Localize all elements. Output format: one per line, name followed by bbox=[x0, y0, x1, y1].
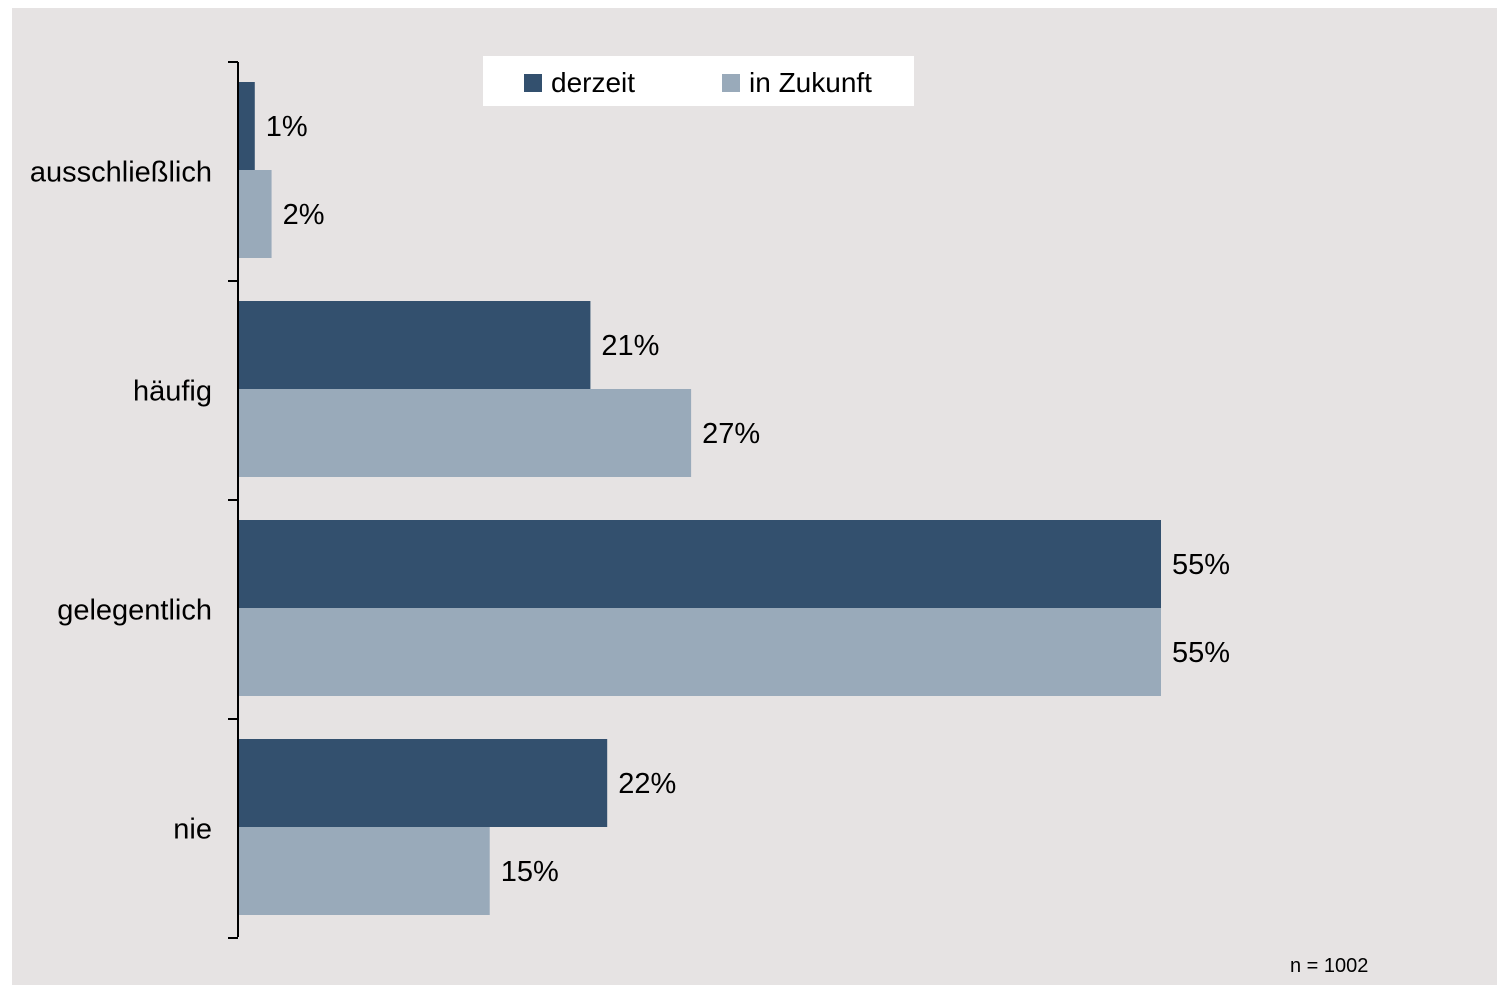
data-label-derzeit-nie: 22% bbox=[618, 768, 676, 800]
data-label-derzeit-haeufig: 21% bbox=[601, 330, 659, 362]
bar-in-zukunft-haeufig bbox=[238, 389, 692, 477]
y-axis bbox=[228, 61, 239, 939]
data-label-in-zukunft-gelegentlich: 55% bbox=[1172, 637, 1230, 669]
bars-layer bbox=[238, 82, 1161, 915]
chart-background bbox=[12, 8, 1497, 985]
category-label-nie: nie bbox=[173, 814, 212, 846]
legend: derzeit in Zukunft bbox=[483, 56, 914, 106]
data-label-in-zukunft-nie: 15% bbox=[501, 856, 559, 888]
category-label-gelegentlich: gelegentlich bbox=[57, 595, 212, 627]
data-label-derzeit-ausschliesslich: 1% bbox=[266, 111, 308, 143]
legend-label-derzeit: derzeit bbox=[551, 67, 635, 98]
category-labels: ausschließlich häufig gelegentlich nie bbox=[30, 157, 212, 846]
category-label-ausschliesslich: ausschließlich bbox=[30, 157, 212, 189]
data-label-derzeit-gelegentlich: 55% bbox=[1172, 549, 1230, 581]
data-label-in-zukunft-haeufig: 27% bbox=[702, 418, 760, 450]
bar-in-zukunft-ausschliesslich bbox=[238, 170, 272, 258]
bar-derzeit-ausschliesslich bbox=[238, 82, 255, 170]
bar-derzeit-nie bbox=[238, 739, 608, 827]
bar-derzeit-haeufig bbox=[238, 301, 591, 389]
category-label-haeufig: häufig bbox=[133, 376, 212, 408]
bar-derzeit-gelegentlich bbox=[238, 520, 1161, 608]
bar-in-zukunft-gelegentlich bbox=[238, 608, 1161, 696]
sample-size-note: n = 1002 bbox=[1290, 955, 1368, 977]
data-labels: 1% 2% 21% 27% 55% 55% 22% 15% bbox=[266, 111, 1230, 888]
legend-label-in-zukunft: in Zukunft bbox=[749, 67, 872, 98]
legend-box bbox=[483, 56, 914, 106]
data-label-in-zukunft-ausschliesslich: 2% bbox=[283, 199, 325, 231]
legend-swatch-in-zukunft bbox=[722, 74, 740, 92]
bar-in-zukunft-nie bbox=[238, 827, 490, 915]
legend-swatch-derzeit bbox=[524, 74, 542, 92]
